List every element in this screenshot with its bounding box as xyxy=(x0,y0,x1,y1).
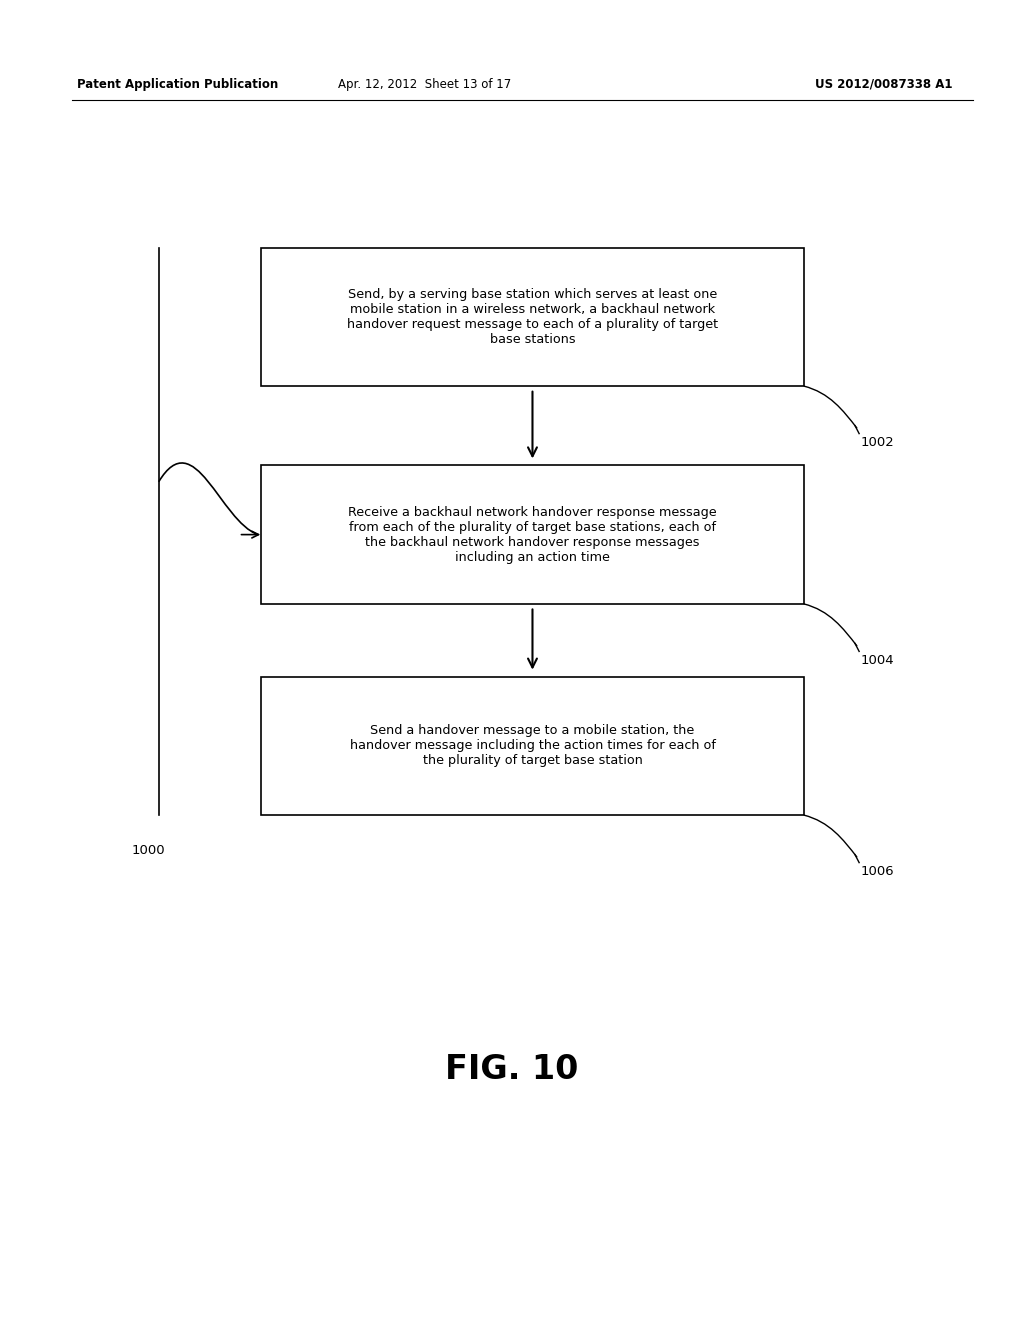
Text: FIG. 10: FIG. 10 xyxy=(445,1053,579,1085)
Bar xyxy=(261,465,804,605)
Text: 1000: 1000 xyxy=(132,845,165,857)
Text: Apr. 12, 2012  Sheet 13 of 17: Apr. 12, 2012 Sheet 13 of 17 xyxy=(338,78,512,91)
Text: Patent Application Publication: Patent Application Publication xyxy=(77,78,279,91)
Bar xyxy=(261,676,804,814)
Bar xyxy=(261,248,804,385)
Text: 1002: 1002 xyxy=(860,436,894,449)
Text: 1006: 1006 xyxy=(860,866,894,878)
Text: Receive a backhaul network handover response message
from each of the plurality : Receive a backhaul network handover resp… xyxy=(348,506,717,564)
Text: 1004: 1004 xyxy=(860,655,894,667)
Text: Send, by a serving base station which serves at least one
mobile station in a wi: Send, by a serving base station which se… xyxy=(347,288,718,346)
Text: Send a handover message to a mobile station, the
handover message including the : Send a handover message to a mobile stat… xyxy=(349,725,716,767)
Text: US 2012/0087338 A1: US 2012/0087338 A1 xyxy=(815,78,952,91)
